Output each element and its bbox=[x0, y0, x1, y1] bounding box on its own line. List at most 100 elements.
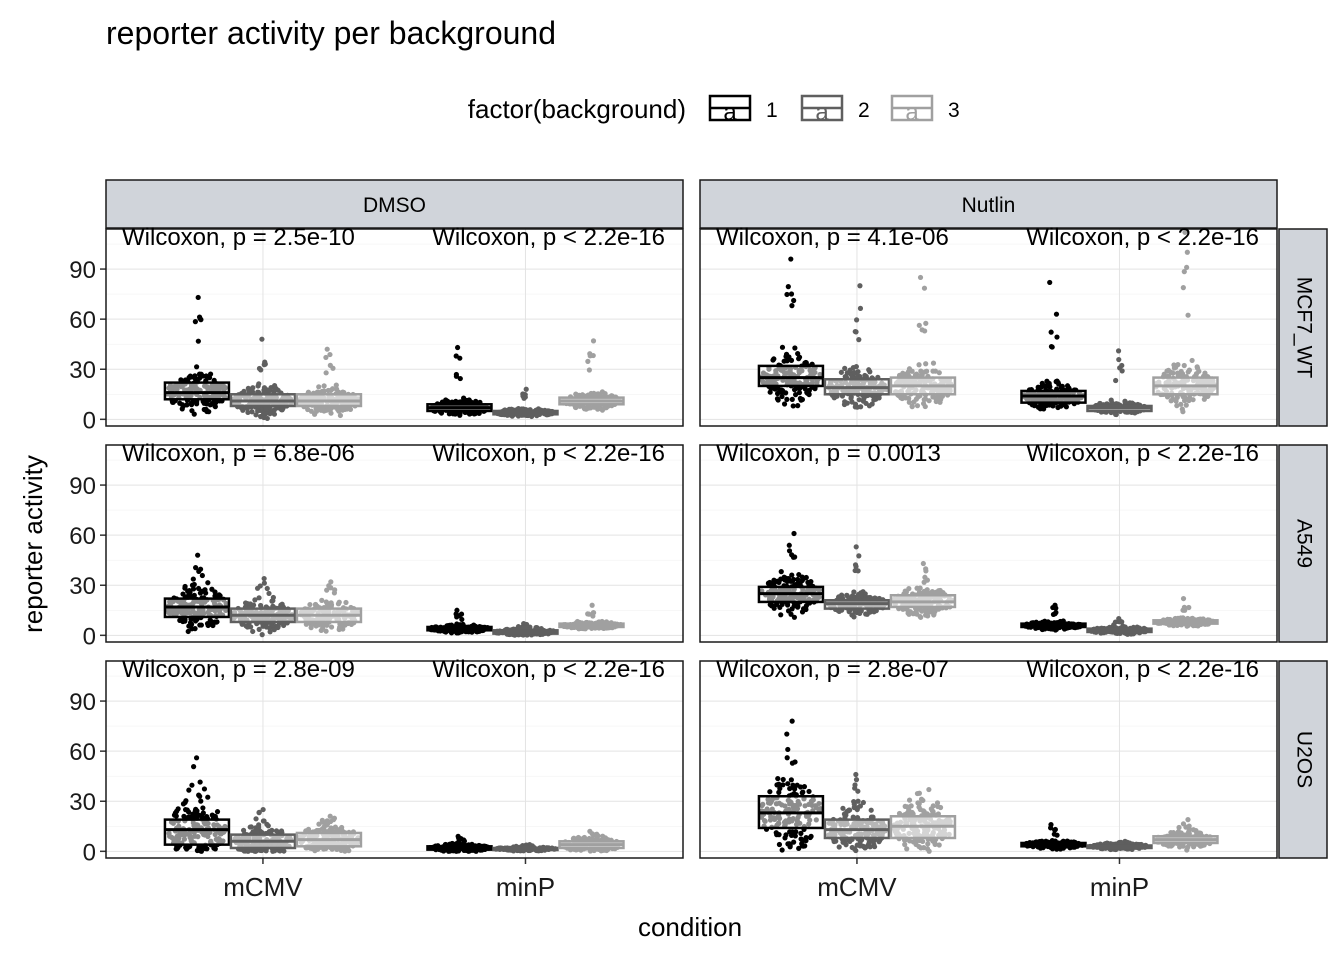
data-point bbox=[194, 364, 200, 370]
box-group-bg1 bbox=[163, 294, 231, 417]
data-point bbox=[772, 386, 778, 392]
data-point bbox=[193, 755, 200, 761]
data-point bbox=[458, 611, 465, 617]
data-point bbox=[789, 303, 795, 309]
data-point bbox=[1185, 369, 1191, 375]
data-point bbox=[791, 297, 797, 304]
facet-strip-Nutlin bbox=[699, 179, 1278, 229]
data-point bbox=[324, 346, 330, 352]
data-point bbox=[197, 779, 203, 785]
box-group-bg3 bbox=[558, 338, 625, 413]
data-point bbox=[200, 805, 206, 811]
data-point bbox=[1170, 396, 1176, 402]
y-tick-label: 30 bbox=[69, 789, 96, 816]
data-point bbox=[197, 566, 204, 572]
data-point bbox=[185, 809, 192, 815]
data-point bbox=[189, 408, 195, 414]
data-point bbox=[177, 400, 183, 406]
x-tick-label: minP bbox=[496, 872, 555, 902]
data-point bbox=[192, 319, 198, 325]
data-point bbox=[196, 314, 203, 320]
data-point bbox=[244, 624, 251, 630]
box-group-bg2 bbox=[492, 386, 559, 420]
data-point bbox=[453, 371, 459, 378]
data-point bbox=[803, 359, 809, 366]
data-point bbox=[1115, 348, 1122, 354]
x-axis-label: condition bbox=[638, 912, 742, 942]
data-point bbox=[248, 824, 254, 830]
facet-strip-MCF7_WT bbox=[1278, 228, 1328, 427]
annotation-label: Wilcoxon, p < 2.2e-16 bbox=[432, 440, 665, 467]
data-point bbox=[189, 626, 195, 632]
data-point bbox=[203, 373, 209, 379]
data-point bbox=[587, 353, 593, 359]
data-point bbox=[842, 399, 848, 405]
panel-border bbox=[105, 228, 684, 427]
data-point bbox=[1164, 368, 1170, 374]
data-point bbox=[917, 585, 923, 591]
data-point bbox=[252, 597, 258, 603]
data-point bbox=[454, 344, 461, 351]
data-point bbox=[323, 354, 329, 361]
data-point bbox=[186, 787, 192, 793]
data-point bbox=[198, 798, 204, 804]
data-point bbox=[774, 390, 781, 397]
data-point bbox=[899, 394, 905, 400]
y-tick-label: 30 bbox=[69, 573, 96, 600]
x-tick-label: mCMV bbox=[223, 872, 303, 902]
data-point bbox=[272, 382, 278, 389]
data-point bbox=[330, 386, 336, 392]
data-point bbox=[181, 813, 187, 819]
box-iqr bbox=[163, 818, 231, 846]
data-point bbox=[936, 370, 942, 376]
data-point bbox=[205, 622, 211, 629]
data-point bbox=[808, 578, 814, 585]
data-point bbox=[336, 408, 342, 414]
data-point bbox=[857, 610, 863, 617]
data-point bbox=[333, 382, 339, 388]
data-point bbox=[856, 397, 862, 403]
data-point bbox=[205, 794, 211, 800]
data-point bbox=[182, 583, 188, 590]
data-point bbox=[922, 328, 928, 334]
facet-strip-label: MCF7_WT bbox=[1292, 277, 1315, 379]
data-point bbox=[279, 407, 285, 413]
data-point bbox=[189, 582, 196, 588]
data-point bbox=[197, 590, 204, 596]
data-point bbox=[855, 568, 861, 574]
data-point bbox=[781, 358, 787, 364]
box-iqr bbox=[163, 381, 231, 401]
data-point bbox=[1174, 394, 1180, 401]
data-point bbox=[191, 764, 197, 770]
data-point bbox=[261, 362, 267, 368]
data-point bbox=[256, 809, 262, 815]
data-point bbox=[867, 369, 873, 375]
facet-strip-label: DMSO bbox=[363, 194, 426, 217]
data-point bbox=[790, 554, 797, 560]
y-tick-label: 60 bbox=[69, 523, 96, 550]
chart-title: reporter activity per background bbox=[106, 15, 556, 51]
data-point bbox=[792, 392, 799, 398]
y-axis-label: reporter activity bbox=[18, 455, 48, 633]
box-iqr bbox=[757, 364, 825, 388]
data-point bbox=[264, 821, 270, 827]
data-point bbox=[446, 411, 452, 417]
data-point bbox=[781, 574, 787, 580]
facet-strip-label: A549 bbox=[1292, 519, 1315, 568]
data-point bbox=[1185, 312, 1191, 318]
data-point bbox=[857, 305, 864, 311]
data-point bbox=[1053, 311, 1060, 317]
data-point bbox=[337, 412, 344, 419]
data-point bbox=[796, 572, 802, 578]
data-point bbox=[906, 611, 912, 617]
data-point bbox=[595, 392, 601, 398]
data-point bbox=[588, 405, 594, 411]
data-point bbox=[923, 612, 929, 618]
data-point bbox=[323, 370, 329, 376]
data-point bbox=[583, 406, 589, 412]
data-point bbox=[1052, 611, 1058, 617]
data-point bbox=[920, 560, 926, 567]
data-point bbox=[871, 397, 877, 403]
